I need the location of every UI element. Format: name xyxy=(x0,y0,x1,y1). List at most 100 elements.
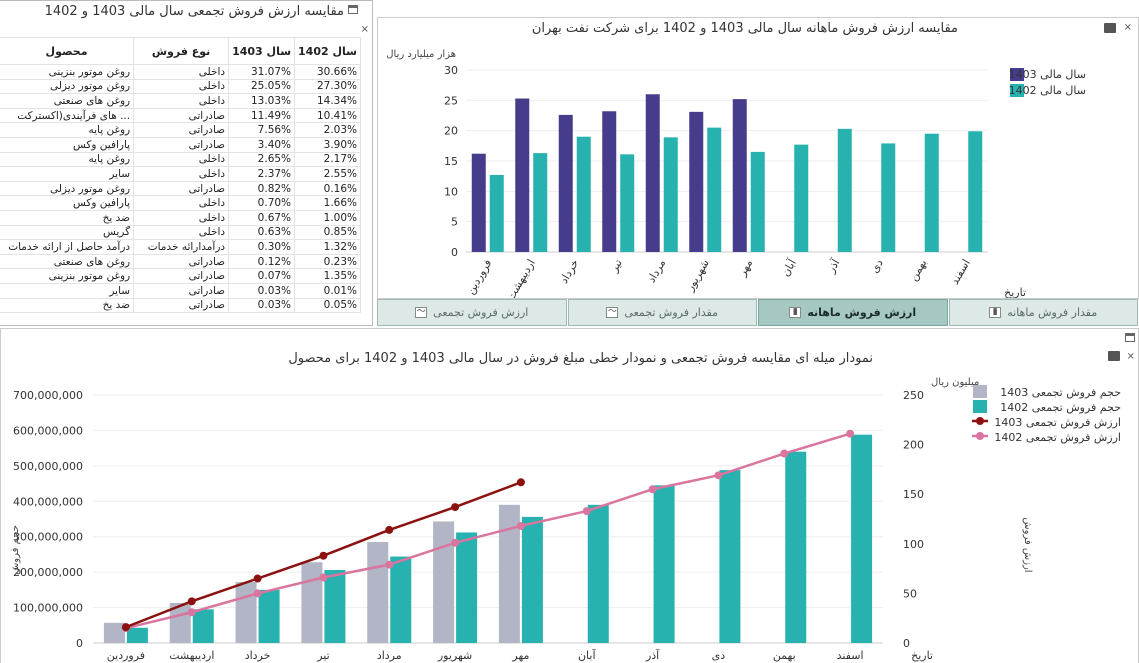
x-tick-label: بهمن xyxy=(773,649,796,662)
bar-1402 xyxy=(663,137,678,252)
y2-tick-label: 250 xyxy=(903,389,924,402)
line-chart-icon: 〜 xyxy=(415,307,428,318)
print-icon[interactable] xyxy=(1104,23,1116,33)
cell-value-1403: 2.37% xyxy=(228,166,296,182)
table-row[interactable]: روغن های صنعتی صادراتی 0.12% 0.23% xyxy=(0,253,361,270)
tab-3[interactable]: ارزش فروش ماهانه ▮ xyxy=(758,299,948,326)
table-row[interactable]: ضد یخ صادراتی 0.03% 0.05% xyxy=(0,297,361,314)
x-tick-label: اردیبهشت xyxy=(169,649,214,662)
export-icon-2[interactable]: ⨯ xyxy=(1126,351,1135,362)
line-point xyxy=(451,503,460,512)
y-tick-label: 400,000,000 xyxy=(13,495,83,508)
cell-value-1402: 2.17% xyxy=(294,151,361,168)
bar-volume-1403 xyxy=(235,582,257,643)
cell-product: درآمد حاصل از ارائه خدمات xyxy=(0,239,135,255)
maximize-icon-2[interactable] xyxy=(1125,333,1135,342)
line-point xyxy=(582,507,591,516)
clear-filter-icon[interactable]: ⨯ xyxy=(360,24,369,35)
x-tick-label: دی xyxy=(868,257,886,275)
x-tick-label: خرداد xyxy=(245,649,271,662)
maximize-icon[interactable] xyxy=(348,5,358,14)
cell-sale-type: داخلی xyxy=(133,166,230,182)
table-panel-title: مقایسه ارزش فروش تجمعی سال مالی 1403 و 1… xyxy=(44,4,344,19)
table-row[interactable]: سایر صادراتی 0.03% 0.01% xyxy=(0,282,361,299)
y-tick-label: 10 xyxy=(444,185,458,198)
x-tick-label: شهریور xyxy=(437,649,472,662)
bar-volume-1402 xyxy=(126,627,148,643)
tab-4[interactable]: مقدار فروش ماهانه ▮ xyxy=(948,299,1138,326)
legend-swatch xyxy=(973,400,987,413)
cell-value-1402: 0.85% xyxy=(294,224,361,241)
table-row[interactable]: روغن پایه صادراتی 7.56% 2.03% xyxy=(0,122,361,138)
print-icon-2[interactable] xyxy=(1108,351,1120,361)
cell-value-1402: 14.34% xyxy=(294,93,361,109)
table-row[interactable]: روغن موتور دیزلی صادراتی 0.82% 0.16% xyxy=(0,180,361,197)
table-row[interactable]: سایر داخلی 2.37% 2.55% xyxy=(0,166,361,182)
tab-1[interactable]: ارزش فروش تجمعی 〜 xyxy=(377,299,567,326)
y-tick-label: 0 xyxy=(451,246,458,259)
y2-axis-label: ارزش فروش xyxy=(1022,517,1033,572)
bar-1402 xyxy=(489,174,504,252)
cell-value-1402: 1.35% xyxy=(294,268,361,284)
x-tick-label: مرداد xyxy=(645,257,669,285)
table-row[interactable]: گریس داخلی 0.63% 0.85% xyxy=(0,224,361,241)
x-tick-label: اردیبهشت xyxy=(504,257,538,299)
table-row[interactable]: ... های فرآیندی(اکستر‌کت صادراتی 11.49% 10.… xyxy=(0,107,361,124)
table-row[interactable]: ضد یخ داخلی 0.67% 1.00% xyxy=(0,209,361,226)
cell-value-1403: 0.07% xyxy=(228,268,296,284)
sales-share-table: محصول نوع فروش سال 1403 سال 1402 روغن مو… xyxy=(0,37,361,314)
line-point xyxy=(516,521,525,530)
table-row[interactable]: روغن های صنعتی داخلی 13.03% 14.34% xyxy=(0,93,361,109)
line-point xyxy=(253,589,262,598)
legend-swatch xyxy=(1010,68,1024,81)
line-point xyxy=(319,551,328,560)
x-tick-label: مهر xyxy=(735,257,755,279)
legend-swatch xyxy=(1010,84,1024,97)
cell-sale-type: صادراتی xyxy=(133,297,230,314)
cell-sale-type: صادراتی xyxy=(133,282,230,299)
legend-marker xyxy=(976,432,984,440)
table-row[interactable]: پارافین وکس صادراتی 3.40% 3.90% xyxy=(0,136,361,153)
bar-1402 xyxy=(837,128,852,252)
tab-2[interactable]: مقدار فروش تجمعی 〜 xyxy=(567,299,757,326)
cell-sale-type: داخلی xyxy=(133,78,230,95)
legend-label: ارزش فروش تجمعی 1402 xyxy=(994,431,1121,444)
line-point xyxy=(648,485,657,494)
table-row[interactable]: روغن پایه داخلی 2.65% 2.17% xyxy=(0,151,361,168)
legend-swatch xyxy=(973,385,987,398)
bar-1402 xyxy=(620,154,635,252)
bar-volume-1402 xyxy=(785,451,807,643)
cell-product: روغن موتور بنزینی xyxy=(0,64,135,80)
y-tick-label: 600,000,000 xyxy=(13,424,83,437)
x-tick-label: آبان xyxy=(778,256,799,279)
cell-value-1402: 0.05% xyxy=(294,297,361,314)
bar-1402 xyxy=(533,153,548,252)
line-point xyxy=(187,597,196,606)
col-header-1402[interactable]: سال 1402 xyxy=(294,37,361,65)
col-header-1403[interactable]: سال 1403 xyxy=(228,37,296,65)
bar-chart-icon: ▮ xyxy=(789,307,802,318)
cell-value-1403: 0.82% xyxy=(228,180,296,197)
legend-label: حجم فروش تجمعی 1402 xyxy=(1000,401,1121,414)
col-header-product[interactable]: محصول xyxy=(0,37,135,65)
bar-volume-1403 xyxy=(433,521,455,643)
chart-tabs: ارزش فروش تجمعی 〜 مقدار فروش تجمعی 〜 ارزش فر… xyxy=(377,299,1139,326)
cell-value-1402: 1.32% xyxy=(294,239,361,255)
bar-volume-1402 xyxy=(390,556,412,643)
table-row[interactable]: روغن موتور بنزینی صادراتی 0.07% 1.35% xyxy=(0,268,361,284)
bar-1402 xyxy=(881,143,896,252)
line-point xyxy=(780,449,789,458)
table-row[interactable]: درآمد حاصل از ارائه خدمات درآمدارائه خدما… xyxy=(0,239,361,255)
col-header-sale-type[interactable]: نوع فروش xyxy=(133,37,230,65)
bar-volume-1403 xyxy=(301,562,323,643)
line-point xyxy=(714,471,723,480)
table-panel: مقایسه ارزش فروش تجمعی سال مالی 1403 و 1… xyxy=(0,0,373,326)
bar-volume-1402 xyxy=(653,485,675,643)
y-tick-label: 100,000,000 xyxy=(13,602,83,615)
table-row[interactable]: پارافین وکس داخلی 0.70% 1.66% xyxy=(0,195,361,211)
export-icon[interactable]: ⨯ xyxy=(1123,22,1132,33)
table-row[interactable]: روغن موتور دیزلی داخلی 25.05% 27.30% xyxy=(0,78,361,95)
table-row[interactable]: روغن موتور بنزینی داخلی 31.07% 30.66% xyxy=(0,64,361,80)
y2-axis-unit: میلیون ریال xyxy=(931,377,979,388)
cell-product: سایر xyxy=(0,166,135,182)
